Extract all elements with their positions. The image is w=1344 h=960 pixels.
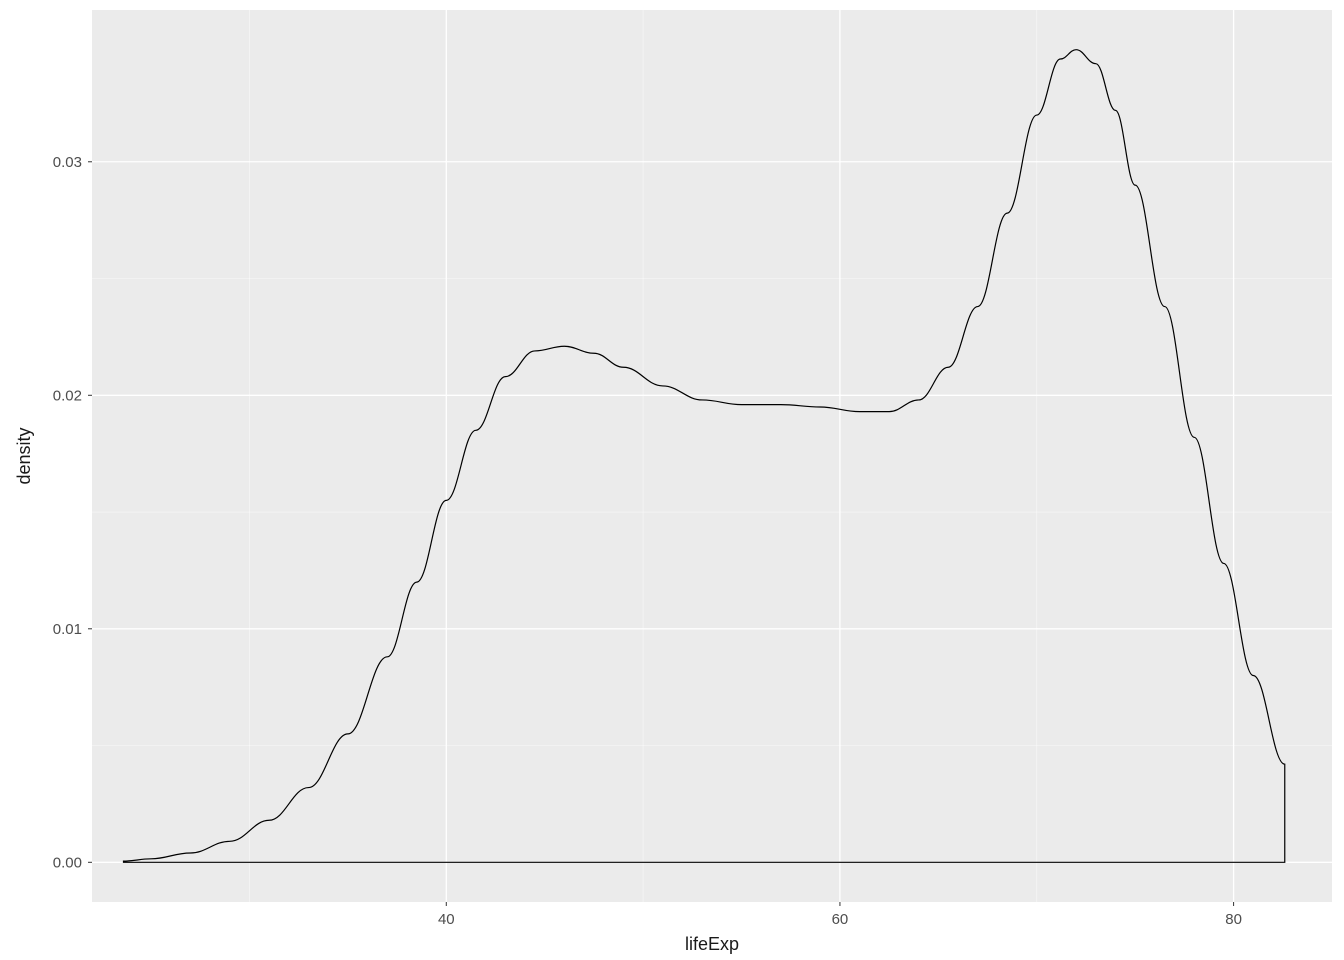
plot-panel xyxy=(92,10,1332,902)
x-tick-label: 60 xyxy=(832,911,849,928)
x-tick-label: 80 xyxy=(1225,911,1242,928)
y-tick-label: 0.01 xyxy=(53,621,82,638)
y-tick-label: 0.00 xyxy=(53,854,82,871)
y-tick-label: 0.02 xyxy=(53,387,82,404)
x-axis-title: lifeExp xyxy=(685,934,739,954)
y-tick-label: 0.03 xyxy=(53,154,82,171)
y-axis-title: density xyxy=(14,427,34,484)
x-tick-label: 40 xyxy=(438,911,455,928)
density-chart: 40 60 80 0.00 0.01 0.02 0.03 lifeExp density xyxy=(0,0,1344,960)
